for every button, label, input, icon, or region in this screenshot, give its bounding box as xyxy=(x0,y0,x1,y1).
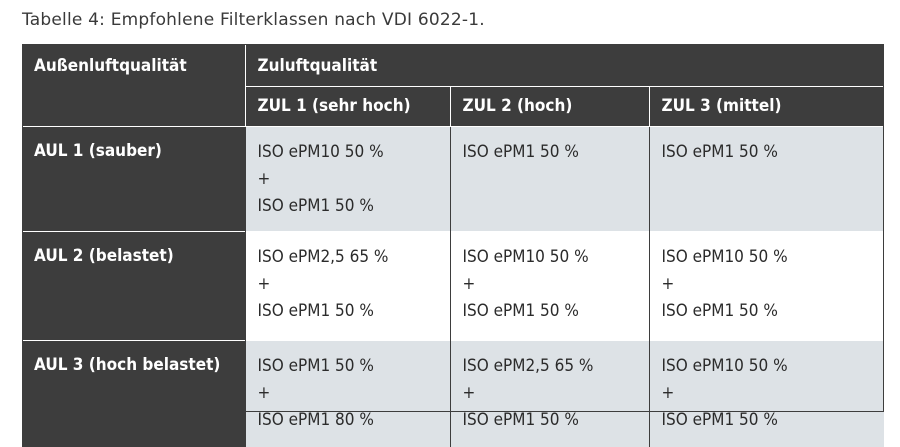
filter-class-text: ISO ePM2,5 65 % xyxy=(257,246,389,267)
table-cell: ISO ePM10 50 % + ISO ePM1 50 % xyxy=(648,339,885,447)
row-header: AUL 2 (belastet) xyxy=(22,230,245,340)
plus-sign: + xyxy=(661,382,675,403)
table-cell: ISO ePM10 50 % + ISO ePM1 50 % xyxy=(449,230,649,340)
table-cell: ISO ePM1 50 % xyxy=(648,125,885,231)
table-cell: ISO ePM2,5 65 % + ISO ePM1 50 % xyxy=(244,230,450,340)
table-cell: ISO ePM10 50 % + ISO ePM1 50 % xyxy=(244,125,450,231)
plus-sign: + xyxy=(661,273,675,294)
group-header: Zuluftqualität xyxy=(244,44,885,86)
filter-class-text: ISO ePM1 50 % xyxy=(661,300,778,321)
filter-class-text: ISO ePM1 50 % xyxy=(462,409,579,430)
row-header: AUL 1 (sauber) xyxy=(22,125,245,231)
column-header-zul1: ZUL 1 (sehr hoch) xyxy=(244,85,450,126)
table-caption: Tabelle 4: Empfohlene Filterklassen nach… xyxy=(22,10,485,30)
corner-header: Außenluftqualität xyxy=(22,44,245,126)
column-header-zul3: ZUL 3 (mittel) xyxy=(648,85,885,126)
table-row: AUL 3 (hoch belastet) ISO ePM1 50 % + ISO e… xyxy=(22,339,885,447)
filter-class-text: ISO ePM10 50 % xyxy=(661,246,788,267)
filter-class-text: ISO ePM1 80 % xyxy=(257,409,374,430)
table-row: AUL 2 (belastet) ISO ePM2,5 65 % + ISO ePM1… xyxy=(22,230,885,340)
table-cell: ISO ePM2,5 65 % + ISO ePM1 50 % xyxy=(449,339,649,447)
column-header-zul2: ZUL 2 (hoch) xyxy=(449,85,649,126)
plus-sign: + xyxy=(257,273,271,294)
plus-sign: + xyxy=(462,273,476,294)
filter-class-text: ISO ePM10 50 % xyxy=(462,246,589,267)
plus-sign: + xyxy=(257,382,271,403)
filter-class-text: ISO ePM1 50 % xyxy=(661,141,778,162)
filter-class-text: ISO ePM1 50 % xyxy=(257,355,374,376)
table-row: AUL 1 (sauber) ISO ePM10 50 % + ISO ePM1 50… xyxy=(22,125,885,231)
plus-sign: + xyxy=(462,382,476,403)
filter-class-table: Außenluftqualität Zuluftqualität ZUL 1 (… xyxy=(22,44,885,447)
filter-class-text: ISO ePM1 50 % xyxy=(462,300,579,321)
table-cell: ISO ePM10 50 % + ISO ePM1 50 % xyxy=(648,230,885,340)
filter-class-text: ISO ePM2,5 65 % xyxy=(462,355,594,376)
filter-class-text: ISO ePM1 50 % xyxy=(661,409,778,430)
table-cell: ISO ePM1 50 % xyxy=(449,125,649,231)
filter-class-text: ISO ePM1 50 % xyxy=(257,195,374,216)
filter-class-text: ISO ePM1 50 % xyxy=(462,141,579,162)
row-header: AUL 3 (hoch belastet) xyxy=(22,339,245,447)
filter-class-text: ISO ePM10 50 % xyxy=(661,355,788,376)
filter-class-text: ISO ePM10 50 % xyxy=(257,141,384,162)
filter-class-text: ISO ePM1 50 % xyxy=(257,300,374,321)
plus-sign: + xyxy=(257,168,271,189)
table-cell: ISO ePM1 50 % + ISO ePM1 80 % xyxy=(244,339,450,447)
